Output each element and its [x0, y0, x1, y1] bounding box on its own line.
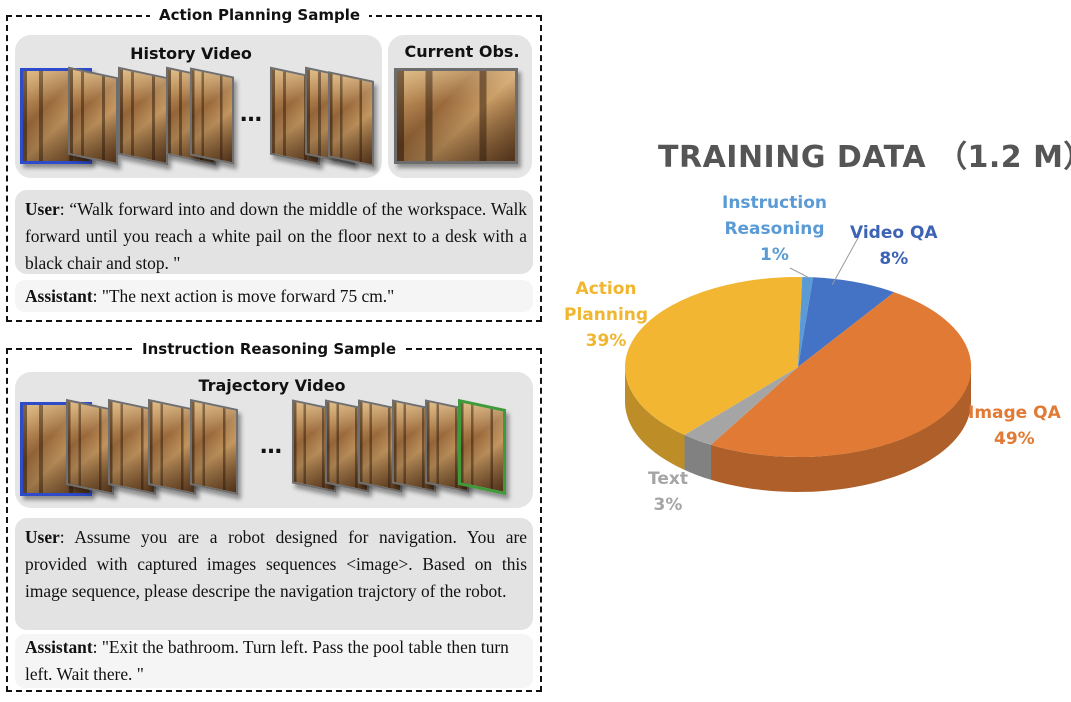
- action-planning-title: Action Planning Sample: [150, 5, 370, 25]
- ir-assistant-role: Assistant: [25, 637, 93, 657]
- ir-user-role: User: [25, 527, 60, 547]
- ap-user-role: User: [25, 199, 60, 219]
- label-action-planning: Action Planning 39%: [564, 279, 649, 351]
- label-video-qa: Video QA 8%: [850, 223, 938, 269]
- ir-user-panel: [15, 518, 533, 630]
- trajectory-ellipsis: …: [260, 434, 283, 459]
- instruction-reasoning-title: Instruction Reasoning Sample: [133, 339, 405, 359]
- pie-slice-image-qa: [711, 292, 972, 458]
- ap-assistant-panel: [15, 280, 533, 312]
- ap-assistant-message: Assistant: "The next action is move forw…: [25, 283, 527, 310]
- pie-side-text: [684, 434, 711, 480]
- pie-slice-instruction-reasoning: [798, 277, 814, 367]
- ap-user-message: User: “Walk forward into and down the mi…: [25, 196, 527, 277]
- ir-user-message: User: Assume you are a robot designed fo…: [25, 524, 527, 605]
- leader-line-instruction-reasoning: [789, 267, 808, 278]
- ap-user-panel: [15, 190, 533, 274]
- pie-slice-text: [684, 367, 798, 445]
- pie-slice-video-qa: [798, 277, 895, 367]
- ir-assistant-message: Assistant: "Exit the bathroom. Turn left…: [25, 634, 527, 688]
- label-text: Text 3%: [648, 469, 688, 515]
- history-ellipsis: …: [240, 102, 263, 127]
- current-obs-label: Current Obs.: [404, 42, 520, 61]
- pie-side-image-qa: [711, 367, 971, 492]
- chart-title: TRAINING DATA （1.2 M）: [658, 140, 1071, 175]
- leader-line-video-qa: [831, 237, 859, 286]
- history-video-label: History Video: [130, 44, 252, 63]
- ir-assistant-text: : "Exit the bathroom. Turn left. Pass th…: [25, 637, 509, 684]
- ir-assistant-panel: [15, 634, 533, 688]
- ir-user-text: : Assume you are a robot designed for na…: [25, 527, 527, 601]
- ap-assistant-role: Assistant: [25, 286, 93, 306]
- ap-user-text: : “Walk forward into and down the middle…: [25, 199, 527, 273]
- ap-assistant-text: : "The next action is move forward 75 cm…: [92, 286, 395, 306]
- pie-side-action-planning: [625, 367, 685, 470]
- current-obs-image: [394, 68, 518, 164]
- pie-slice-action-planning: [624, 276, 803, 435]
- label-instruction-reasoning: Instruction Reasoning 1%: [722, 193, 827, 265]
- trajectory-video-label: Trajectory Video: [198, 376, 346, 395]
- label-image-qa: Image QA 49%: [968, 403, 1061, 449]
